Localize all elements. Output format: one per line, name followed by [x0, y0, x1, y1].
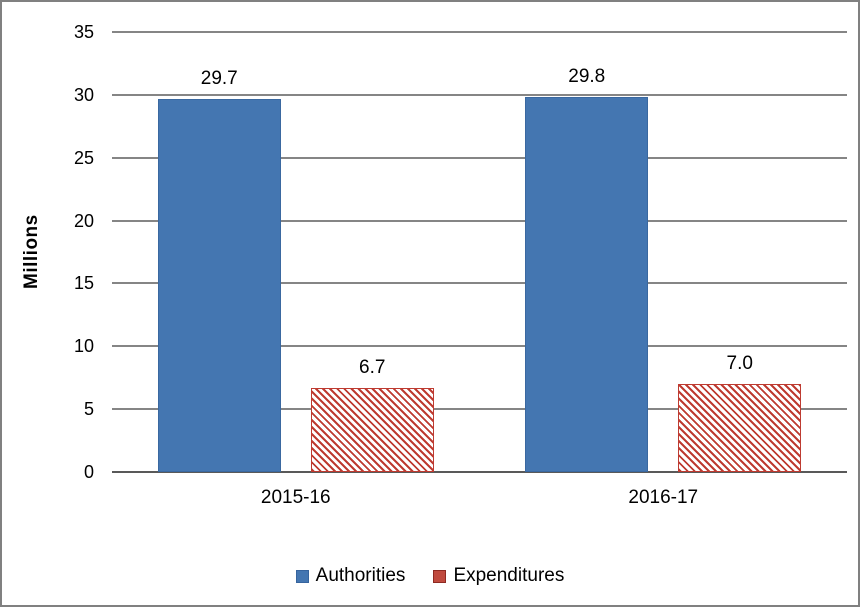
y-tick-label: 30	[73, 84, 94, 105]
y-tick-label: 20	[73, 210, 94, 231]
y-tick-label: 0	[83, 462, 94, 482]
y-tick-label: 15	[73, 273, 94, 294]
y-tick-label: 25	[73, 147, 94, 168]
gridline	[112, 345, 847, 348]
data-label-authorities-2015-16: 29.7	[200, 67, 238, 89]
x-category-label: 2016-17	[628, 487, 699, 508]
legend-swatch-expenditures-icon	[433, 569, 447, 583]
data-label-authorities-2016-17: 29.8	[568, 66, 606, 88]
y-tick-label: 5	[83, 399, 94, 420]
gridline	[112, 31, 847, 33]
y-tick-label: 35	[73, 22, 94, 42]
legend-swatch-authorities-icon	[295, 569, 309, 583]
x-category-label: 2015-16	[260, 487, 331, 508]
bar-authorities-2016-17	[525, 97, 649, 472]
plot-area: 0 5 10 15 20 25 30 35 29.7 6.7 2015-16 29.8 7.0 2016-…	[74, 22, 847, 508]
bar-authorities-2015-16	[157, 98, 281, 472]
legend: Authorities Expenditures	[2, 565, 858, 587]
data-label-expenditures-2015-16: 6.7	[359, 356, 386, 378]
gridline	[112, 156, 847, 159]
x-axis-line	[112, 471, 847, 473]
bar-expenditures-2016-17	[678, 384, 802, 472]
gridline	[112, 408, 847, 411]
legend-label-expenditures: Expenditures	[453, 565, 565, 586]
y-axis-title: Millions	[21, 214, 42, 290]
gridline	[112, 282, 847, 285]
gridline	[112, 93, 847, 96]
data-label-expenditures-2016-17: 7.0	[726, 353, 753, 374]
legend-item-authorities: Authorities	[295, 565, 406, 587]
y-tick-label: 10	[73, 336, 94, 357]
legend-item-expenditures: Expenditures	[433, 565, 564, 587]
gridline	[112, 219, 847, 222]
bar-expenditures-2015-16	[310, 387, 434, 472]
legend-label-authorities: Authorities	[315, 565, 406, 586]
